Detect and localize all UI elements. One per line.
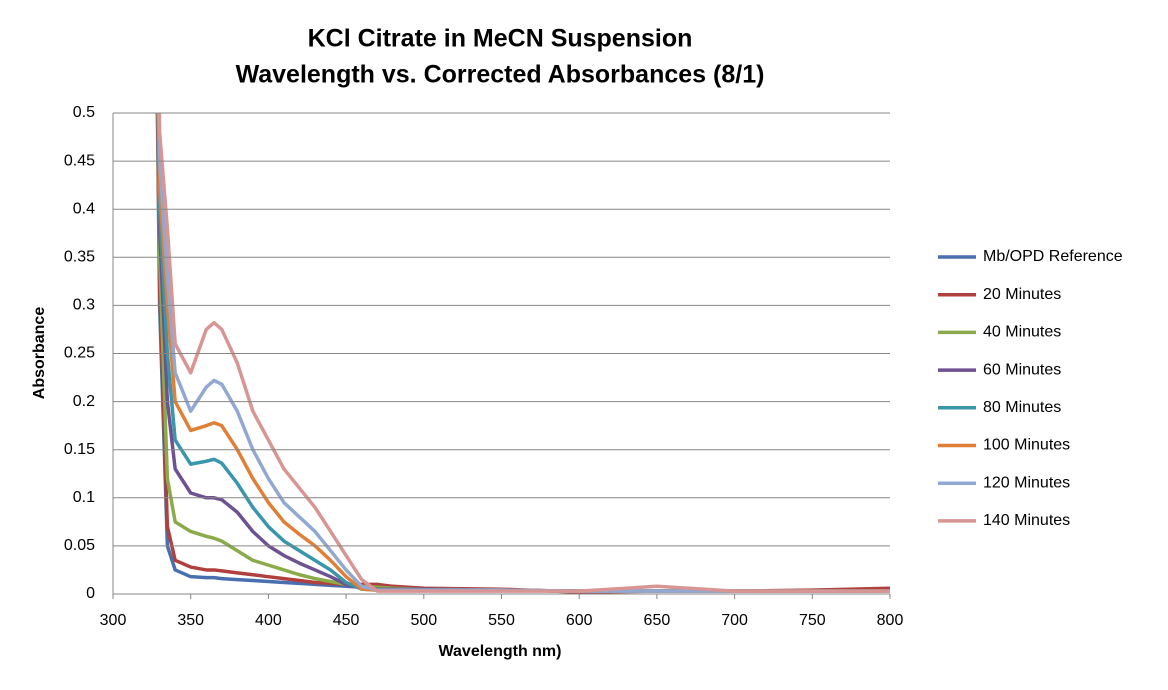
x-tick-label: 400 bbox=[255, 612, 282, 629]
x-tick-label: 350 bbox=[177, 612, 204, 629]
y-tick-label: 0.3 bbox=[73, 297, 95, 314]
chart-subtitle: Wavelength vs. Corrected Absorbances (8/… bbox=[236, 61, 765, 89]
x-tick-label: 600 bbox=[566, 612, 593, 629]
y-tick-label: 0.5 bbox=[73, 104, 95, 121]
legend-label: 40 Minutes bbox=[983, 324, 1061, 341]
legend-label: 120 Minutes bbox=[983, 474, 1070, 491]
series-line bbox=[156, 113, 890, 593]
legend-label: 60 Minutes bbox=[983, 361, 1061, 378]
legend-label: 80 Minutes bbox=[983, 399, 1061, 416]
series-line bbox=[157, 113, 890, 593]
x-tick-label: 450 bbox=[333, 612, 360, 629]
x-tick-label: 500 bbox=[410, 612, 437, 629]
y-axis-title: Absorbance bbox=[31, 307, 48, 400]
y-tick-label: 0.05 bbox=[64, 537, 95, 554]
series-line bbox=[156, 113, 890, 593]
y-tick-label: 0.2 bbox=[73, 393, 95, 410]
legend-label: 100 Minutes bbox=[983, 437, 1070, 454]
x-tick-label: 650 bbox=[644, 612, 671, 629]
chart-title: KCl Citrate in MeCN Suspension bbox=[308, 25, 693, 53]
x-axis-title: Wavelength nm) bbox=[439, 643, 562, 660]
x-tick-label: 700 bbox=[721, 612, 748, 629]
y-tick-label: 0.15 bbox=[64, 441, 95, 458]
series-line bbox=[157, 113, 890, 593]
x-tick-label: 300 bbox=[100, 612, 127, 629]
x-tick-label: 800 bbox=[877, 612, 904, 629]
legend-label: 140 Minutes bbox=[983, 512, 1070, 529]
y-tick-label: 0.4 bbox=[73, 200, 95, 217]
legend-label: 20 Minutes bbox=[983, 286, 1061, 303]
x-tick-label: 550 bbox=[488, 612, 515, 629]
y-tick-label: 0.25 bbox=[64, 345, 95, 362]
series-line bbox=[156, 113, 890, 593]
y-tick-label: 0.35 bbox=[64, 249, 95, 266]
y-tick-label: 0.1 bbox=[73, 489, 95, 506]
x-tick-label: 750 bbox=[799, 612, 826, 629]
series-line bbox=[155, 113, 890, 593]
plot-area bbox=[155, 113, 890, 594]
y-tick-label: 0.45 bbox=[64, 152, 95, 169]
legend-label: Mb/OPD Reference bbox=[983, 248, 1123, 265]
series-line bbox=[155, 113, 890, 594]
y-tick-label: 0 bbox=[86, 585, 95, 602]
series-line bbox=[156, 113, 890, 593]
